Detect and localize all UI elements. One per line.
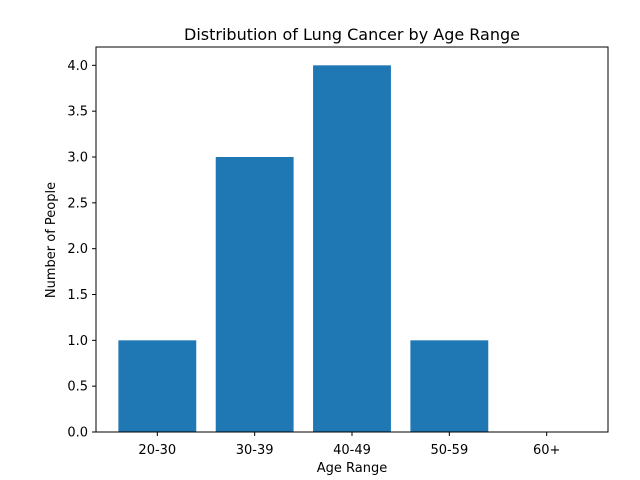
x-tick-label: 40-49 [333, 443, 371, 458]
x-tick-label: 50-59 [430, 443, 468, 458]
bar-40-49 [313, 65, 391, 432]
y-axis-ticks: 0.0 0.5 1.0 1.5 2.0 2.5 3.0 3.5 4.0 [67, 59, 96, 441]
bar-30-39 [215, 157, 294, 432]
x-tick-label: 60+ [533, 443, 560, 458]
bar-20-30 [118, 340, 197, 432]
y-tick-label: 0.0 [67, 426, 88, 441]
y-tick-label: 3.5 [67, 105, 88, 120]
x-axis-ticks: 20-30 30-39 40-49 50-59 60+ [138, 432, 560, 458]
bar-50-59 [410, 340, 489, 432]
plot-frame [95, 46, 609, 433]
chart-title: Distribution of Lung Cancer by Age Range [184, 25, 520, 44]
y-axis-label: Number of People [44, 182, 59, 298]
y-tick-label: 3.0 [67, 151, 88, 166]
bars-group [118, 65, 489, 432]
y-tick-label: 0.5 [67, 380, 88, 395]
y-tick-label: 1.0 [67, 334, 88, 349]
x-tick-label: 20-30 [138, 443, 176, 458]
y-tick-label: 1.5 [67, 288, 88, 303]
y-tick-label: 4.0 [67, 59, 88, 74]
y-tick-label: 2.0 [67, 242, 88, 257]
x-axis-label: Age Range [317, 461, 387, 476]
y-tick-label: 2.5 [67, 196, 88, 211]
x-tick-label: 30-39 [236, 443, 274, 458]
